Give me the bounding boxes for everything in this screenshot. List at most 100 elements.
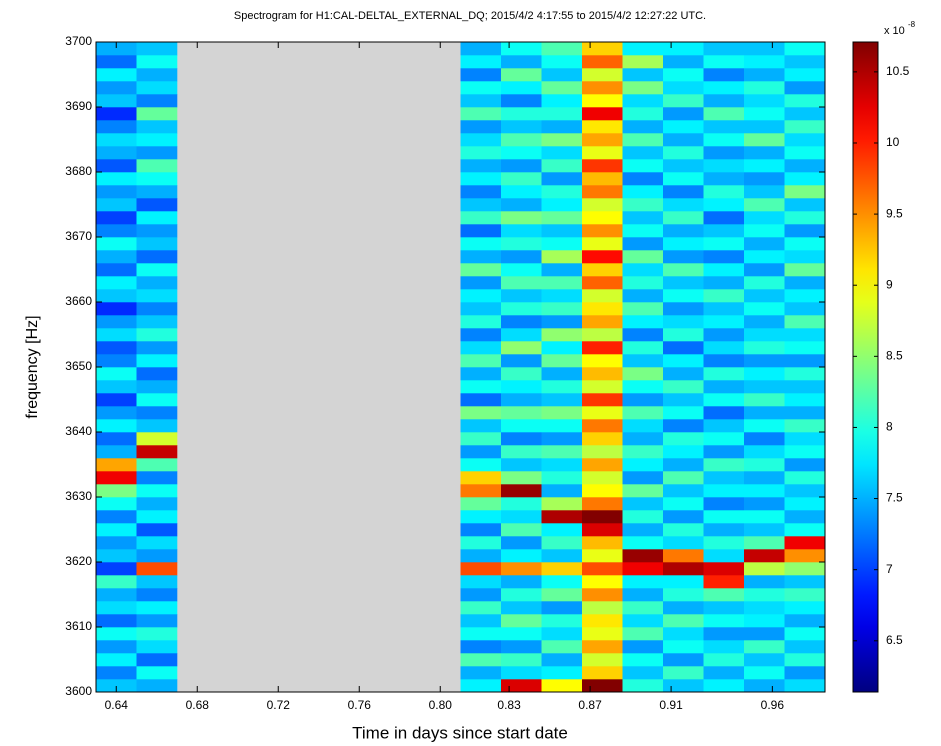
heatmap-cell xyxy=(501,94,542,108)
heatmap-cell xyxy=(136,107,178,121)
heatmap-cell xyxy=(784,679,826,693)
heatmap-cell xyxy=(136,237,178,251)
heatmap-cell xyxy=(784,497,826,511)
heatmap-cell xyxy=(501,536,542,550)
heatmap-cell xyxy=(460,666,502,680)
heatmap-cell xyxy=(501,302,542,316)
heatmap-cell xyxy=(460,42,502,56)
heatmap-cell xyxy=(744,627,785,641)
heatmap-cell xyxy=(460,536,502,550)
heatmap-cell xyxy=(703,367,745,381)
heatmap-cell xyxy=(744,81,785,95)
heatmap-cell xyxy=(136,341,178,355)
heatmap-cell xyxy=(622,575,664,589)
heatmap-cell xyxy=(784,367,826,381)
heatmap-cell xyxy=(784,107,826,121)
heatmap-cell xyxy=(703,276,745,290)
heatmap-cell xyxy=(784,159,826,173)
heatmap-cell xyxy=(460,575,502,589)
heatmap-cell xyxy=(541,94,583,108)
heatmap-cell xyxy=(663,393,704,407)
heatmap-cell xyxy=(501,42,542,56)
heatmap-cell xyxy=(663,588,704,602)
heatmap-cell xyxy=(460,315,502,329)
heatmap-cell xyxy=(744,640,785,654)
heatmap-cell xyxy=(501,406,542,420)
heatmap-cell xyxy=(663,107,704,121)
heatmap-cell xyxy=(501,601,542,615)
heatmap-cell xyxy=(703,185,745,199)
heatmap-cell xyxy=(663,653,704,667)
heatmap-cell xyxy=(663,536,704,550)
heatmap-cell xyxy=(136,315,178,329)
heatmap-cell xyxy=(703,302,745,316)
heatmap-cell xyxy=(460,185,502,199)
heatmap-cell xyxy=(136,250,178,264)
heatmap-cell xyxy=(582,302,623,316)
heatmap-cell xyxy=(784,445,826,459)
heatmap-cell xyxy=(622,536,664,550)
heatmap-cell xyxy=(703,94,745,108)
heatmap-cell xyxy=(96,328,137,342)
heatmap-cell xyxy=(744,55,785,69)
heatmap-cell xyxy=(703,484,745,498)
colorbar-tick-label: 9 xyxy=(886,277,893,291)
heatmap-cell xyxy=(622,601,664,615)
heatmap-cell xyxy=(622,458,664,472)
heatmap-cell xyxy=(663,224,704,238)
heatmap-cell xyxy=(663,562,704,576)
heatmap-cell xyxy=(622,198,664,212)
heatmap-cell xyxy=(96,679,137,693)
heatmap-cell xyxy=(501,354,542,368)
heatmap-cell xyxy=(744,575,785,589)
y-tick-label: 3670 xyxy=(65,229,92,243)
heatmap-cell xyxy=(541,146,583,160)
heatmap-cell xyxy=(622,445,664,459)
heatmap-cell xyxy=(96,627,137,641)
heatmap-cell xyxy=(460,146,502,160)
x-tick-label: 0.83 xyxy=(497,698,521,712)
heatmap-cell xyxy=(136,393,178,407)
x-tick-label: 0.80 xyxy=(429,698,453,712)
heatmap-cell xyxy=(136,497,178,511)
heatmap-cell xyxy=(541,640,583,654)
heatmap-cell xyxy=(663,263,704,277)
heatmap-cell xyxy=(703,81,745,95)
heatmap-cell xyxy=(703,380,745,394)
heatmap-cell xyxy=(703,497,745,511)
colorbar-tick-label: 8 xyxy=(886,420,893,434)
heatmap-cell xyxy=(460,471,502,485)
heatmap-cell xyxy=(460,354,502,368)
heatmap-cell xyxy=(501,289,542,303)
heatmap-cell xyxy=(460,302,502,316)
heatmap-cell xyxy=(622,224,664,238)
heatmap-cell xyxy=(784,510,826,524)
heatmap-cell xyxy=(622,367,664,381)
heatmap-cell xyxy=(663,198,704,212)
heatmap-cell xyxy=(96,432,137,446)
heatmap-cell xyxy=(663,133,704,147)
heatmap-cell xyxy=(622,328,664,342)
heatmap-cell xyxy=(622,640,664,654)
heatmap-cell xyxy=(96,393,137,407)
heatmap-cell xyxy=(541,523,583,537)
heatmap-cell xyxy=(136,276,178,290)
heatmap-cell xyxy=(460,445,502,459)
heatmap-cell xyxy=(703,419,745,433)
heatmap-cell xyxy=(744,120,785,134)
chart-title: Spectrogram for H1:CAL-DELTAL_EXTERNAL_D… xyxy=(234,10,706,22)
heatmap-cell xyxy=(703,458,745,472)
heatmap-cell xyxy=(703,471,745,485)
heatmap-cell xyxy=(136,432,178,446)
heatmap-cell xyxy=(501,575,542,589)
heatmap-cell xyxy=(541,341,583,355)
heatmap-cell xyxy=(744,302,785,316)
heatmap-cell xyxy=(541,55,583,69)
heatmap-cell xyxy=(541,679,583,693)
heatmap-cell xyxy=(460,172,502,186)
heatmap-cell xyxy=(622,679,664,693)
heatmap-cell xyxy=(744,185,785,199)
heatmap-cell xyxy=(663,679,704,693)
heatmap-cell xyxy=(460,328,502,342)
